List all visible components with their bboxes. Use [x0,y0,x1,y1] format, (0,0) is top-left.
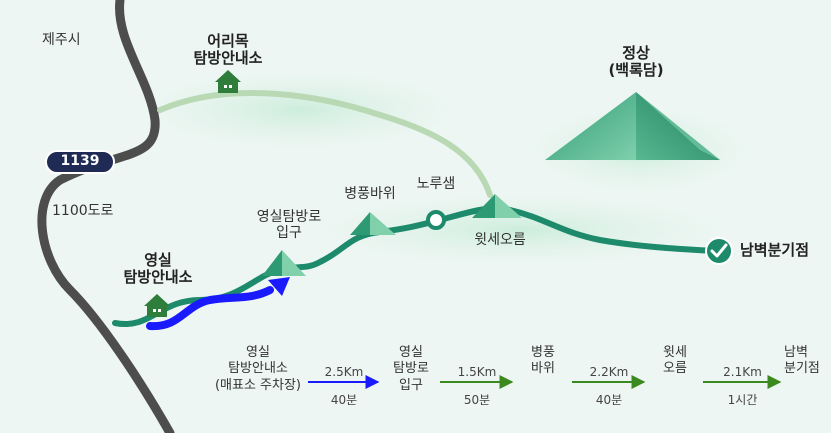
eorimok-label-line2: 탐방안내소 [193,49,263,68]
road-1139 [37,0,175,433]
eorimok-label-line1: 어리목 [207,32,249,50]
road-1100-label: 1100도로 [52,203,114,219]
entrance-peak [262,250,282,276]
yeongsil-house-icon[interactable] [144,294,170,317]
segment-distance: 1.5Km [457,365,497,379]
route-stop-line: 입구 [399,377,423,393]
map-glow [100,60,500,160]
route-stop-line: 바위 [531,361,555,377]
route-stop: 윗세 오름 [648,345,702,378]
yeongsil-label[interactable]: 영실 탐방안내소 [116,251,200,287]
nambyeok-check-icon[interactable] [705,237,733,265]
segment-distance: 2.2Km [589,365,629,379]
summit-label-line1: 정상 [622,44,650,62]
route-1139-badge [45,150,115,174]
eorimok-label[interactable]: 어리목 탐방안내소 [188,32,268,68]
summit-mountain [545,92,636,160]
route-stop-line: 탐방안내소 [228,361,288,377]
nambyeok-label[interactable]: 남벽분기점 [740,241,810,259]
route-stop-line: 윗세 [663,345,687,360]
entrance-label-line1: 영실탐방로 [256,209,322,225]
route-stop-line: 분기점 [784,361,820,377]
norusaem-label[interactable]: 노루샘 [416,176,456,192]
route-stop-line: (매표소 주차장) [214,377,302,393]
witse-label[interactable]: 윗세오름 [474,232,526,248]
route-stop-line: 영실 [399,345,423,360]
segment-time: 40분 [595,393,623,407]
route-stop-line: 오름 [663,361,687,377]
witse-peak [472,194,495,218]
route-stop: 병풍 바위 [516,345,570,378]
route-summary: 영실 탐방안내소 (매표소 주차장) 영실 탐방로 입구 병풍 바위 윗세 오름… [0,345,831,433]
eorimok-trail [157,90,493,198]
segment-time: 40분 [330,393,358,407]
route-stop: 영실 탐방안내소 (매표소 주차장) [203,345,313,394]
route-stop: 영실 탐방로 입구 [383,345,439,394]
entrance-label[interactable]: 영실탐방로 입구 [244,209,334,241]
yeongsil-label-line1: 영실 [144,251,172,269]
segment-time: 50분 [463,393,491,407]
route-stop-line: 탐방로 [393,361,429,377]
route-1139-label: 1139 [60,153,100,169]
eorimok-house-icon[interactable] [215,70,241,93]
segment-distance: 2.1Km [723,365,762,379]
summit-label-line2: (백록담) [608,61,664,80]
byeongpung-peak [350,212,370,235]
trail-arrowhead [268,277,290,296]
route-stop-line: 남벽 [784,345,808,360]
entrance-label-line2: 입구 [276,225,302,242]
yeongsil-trail-highlight [146,286,274,331]
segment-distance: 2.5Km [324,365,364,379]
byeongpung-label[interactable]: 병풍바위 [344,186,396,202]
norusaem-marker[interactable] [426,210,446,230]
jeju-city-label: 제주시 [42,32,81,48]
map-glow [260,185,780,275]
summit-label[interactable]: 정상 (백록담) [596,44,676,80]
route-stop-line: 병풍 [531,345,555,360]
route-stop: 남벽 분기점 [784,345,831,378]
segment-time: 1시간 [727,393,758,407]
route-stop-line: 영실 [246,345,270,360]
yeongsil-label-line2: 탐방안내소 [123,268,193,287]
